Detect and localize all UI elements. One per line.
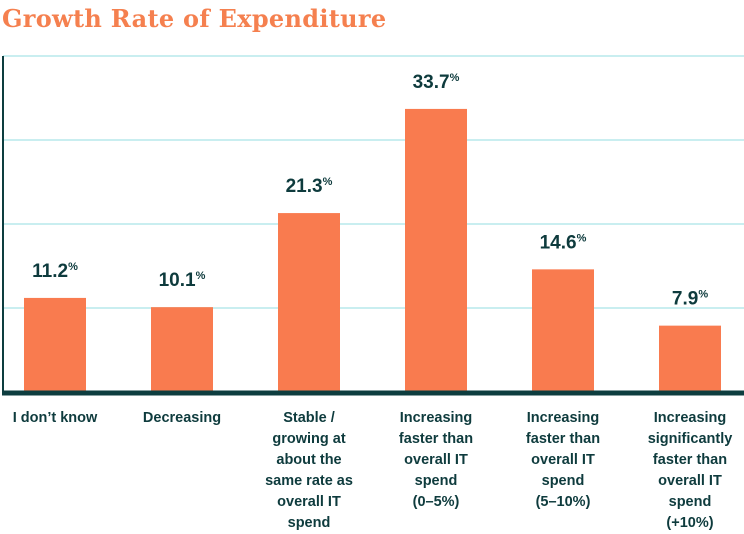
category-label-line: spend: [668, 494, 712, 510]
category-label-line: Increasing: [653, 410, 727, 426]
bar: [278, 213, 340, 392]
category-label-line: about the: [276, 452, 342, 468]
category-label-line: spend: [414, 473, 458, 489]
category-label-line: Increasing: [399, 410, 473, 426]
category-label: I don’t know: [0, 408, 115, 429]
category-label-line: (5–10%): [535, 494, 591, 510]
category-label-line: faster than: [398, 431, 474, 447]
category-label-line: overall IT: [277, 494, 341, 510]
data-label: 10.1%: [159, 270, 206, 291]
category-label-line: same rate as: [265, 473, 353, 489]
category-label-line: significantly: [647, 431, 733, 447]
category-label-line: faster than: [652, 452, 728, 468]
category-label: Stable / growing at about the same rate as o…: [249, 408, 369, 534]
category-label-line: (+10%): [666, 515, 714, 531]
category-label-line: faster than: [525, 431, 601, 447]
category-label-line: Stable /: [283, 410, 335, 426]
data-label: 7.9%: [672, 289, 708, 310]
bar: [151, 307, 213, 392]
category-label: Decreasing: [122, 408, 242, 429]
percent-suffix: %: [698, 289, 708, 301]
data-label: 14.6%: [540, 232, 587, 253]
percent-suffix: %: [196, 270, 206, 282]
bar: [532, 269, 594, 392]
bar: [405, 108, 467, 393]
percent-suffix: %: [323, 176, 333, 188]
percent-suffix: %: [68, 261, 78, 273]
category-label-line: I don’t know: [12, 410, 98, 426]
percent-suffix: %: [577, 232, 587, 244]
category-label: Increasing faster than overall IT spend (5–1…: [503, 408, 623, 513]
category-label-line: overall IT: [531, 452, 595, 468]
bar: [659, 325, 721, 392]
category-label-line: Decreasing: [142, 410, 222, 426]
category-label-line: overall IT: [404, 452, 468, 468]
category-label-line: growing at: [272, 431, 346, 447]
data-label: 21.3%: [286, 176, 333, 197]
data-label: 33.7%: [413, 72, 460, 93]
category-label: Increasing faster than overall IT spend (0–5…: [376, 408, 496, 513]
percent-suffix: %: [450, 72, 460, 84]
category-label: Increasing significantly faster than overal…: [630, 408, 744, 534]
category-label-line: spend: [541, 473, 585, 489]
data-label: 11.2%: [32, 261, 78, 282]
category-label-line: Increasing: [526, 410, 600, 426]
category-label-line: overall IT: [658, 473, 722, 489]
category-label-line: spend: [287, 515, 331, 531]
category-label-line: (0–5%): [412, 494, 460, 510]
chart-title: Growth Rate of Expenditure: [2, 4, 387, 33]
bar: [24, 297, 86, 392]
